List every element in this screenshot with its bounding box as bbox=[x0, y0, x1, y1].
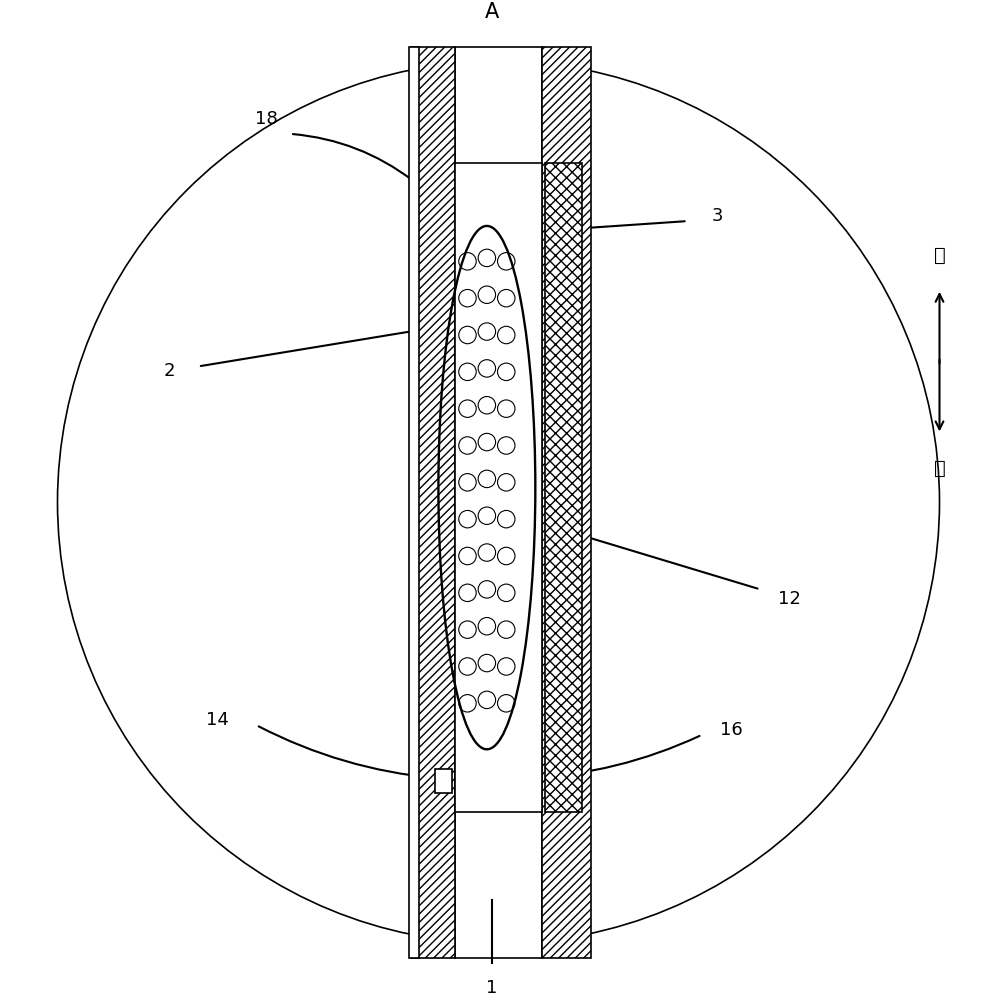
Bar bbox=[410, 47, 419, 958]
Text: 3: 3 bbox=[712, 207, 723, 225]
Text: 上: 上 bbox=[933, 246, 945, 265]
Text: 下: 下 bbox=[933, 459, 945, 478]
Text: 1: 1 bbox=[486, 979, 498, 997]
Text: 14: 14 bbox=[206, 711, 229, 729]
Text: A: A bbox=[485, 2, 498, 22]
Text: 16: 16 bbox=[720, 721, 743, 739]
Text: 2: 2 bbox=[164, 362, 174, 380]
Bar bbox=[455, 47, 542, 958]
Text: 18: 18 bbox=[254, 110, 277, 128]
Bar bbox=[435, 769, 452, 793]
Bar bbox=[545, 163, 582, 812]
Text: 12: 12 bbox=[778, 590, 801, 608]
Bar bbox=[455, 163, 542, 812]
Bar bbox=[542, 47, 590, 958]
Bar bbox=[412, 47, 455, 958]
